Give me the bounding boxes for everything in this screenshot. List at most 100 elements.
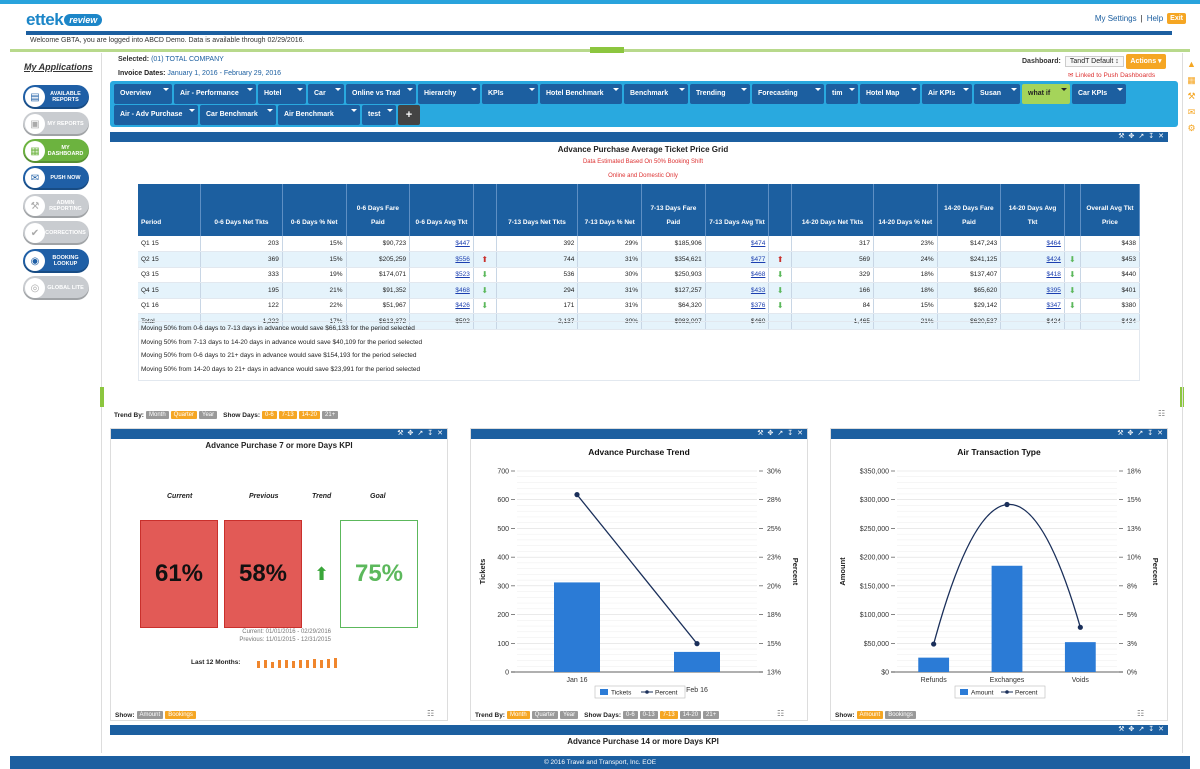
sidebar-collapse-tab[interactable] bbox=[100, 387, 104, 407]
tab-air-kpis[interactable]: Air KPIs bbox=[922, 84, 972, 104]
wrench-icon[interactable]: ⚒ bbox=[1187, 91, 1196, 101]
expand-icon[interactable]: ↗ bbox=[1138, 133, 1145, 140]
download-icon[interactable]: ↧ bbox=[1147, 430, 1154, 437]
avg-ticket-link[interactable]: $376 bbox=[705, 298, 770, 314]
tab-hotel-benchmark[interactable]: Hotel Benchmark bbox=[540, 84, 622, 104]
close-icon[interactable]: ✕ bbox=[797, 430, 803, 437]
avg-ticket-link[interactable]: $468 bbox=[705, 267, 770, 283]
show-days-option[interactable]: 7-13 bbox=[278, 411, 297, 419]
avg-ticket-link[interactable]: $468 bbox=[409, 282, 474, 299]
show-option-bookings[interactable]: Bookings bbox=[165, 711, 196, 719]
chart-view-icon[interactable]: ☷ bbox=[1158, 409, 1166, 418]
ettek-logo[interactable]: ettek review bbox=[26, 10, 103, 30]
tab-car-benchmark[interactable]: Car Benchmark bbox=[200, 105, 276, 125]
avg-ticket-link[interactable]: $447 bbox=[409, 236, 474, 252]
avg-ticket-link[interactable]: $395 bbox=[1000, 282, 1065, 299]
trend-by-month[interactable]: Month bbox=[506, 711, 530, 719]
expand-icon[interactable]: ↗ bbox=[417, 430, 424, 437]
move-icon[interactable]: ✥ bbox=[1127, 430, 1134, 437]
expand-icon[interactable]: ↗ bbox=[1138, 726, 1145, 733]
download-icon[interactable]: ↧ bbox=[427, 430, 434, 437]
sidebar-item-corrections[interactable]: ✔ CORRECTIONS bbox=[23, 221, 89, 245]
sidebar-item-available-reports[interactable]: ▤ AVAILABLE REPORTS bbox=[23, 85, 89, 109]
add-tab-button[interactable]: + bbox=[398, 105, 420, 125]
expand-icon[interactable]: ↗ bbox=[1137, 430, 1144, 437]
tab-what-if[interactable]: what if bbox=[1022, 84, 1070, 104]
bar-voids[interactable] bbox=[1064, 642, 1096, 672]
exit-button[interactable]: Exit bbox=[1167, 13, 1186, 24]
wrench-icon[interactable]: ⚒ bbox=[1117, 430, 1124, 437]
expand-icon[interactable]: ↗ bbox=[777, 430, 784, 437]
show-days-option[interactable]: 0-13 bbox=[639, 711, 658, 719]
trend-by-year[interactable]: Year bbox=[199, 411, 218, 419]
bar-exchanges[interactable] bbox=[991, 565, 1023, 672]
settings-icon[interactable]: ⚙ bbox=[1187, 123, 1196, 133]
wrench-icon[interactable]: ⚒ bbox=[1118, 133, 1125, 140]
show-option-bookings[interactable]: Bookings bbox=[885, 711, 916, 719]
my-settings-link[interactable]: My Settings bbox=[1094, 14, 1137, 23]
trend-by-year[interactable]: Year bbox=[560, 711, 579, 719]
avg-ticket-link[interactable]: $347 bbox=[1000, 298, 1065, 314]
calendar-icon[interactable]: ▦ bbox=[1187, 75, 1196, 85]
selected-value[interactable]: (01) TOTAL COMPANY bbox=[151, 56, 224, 63]
avg-ticket-link[interactable]: $474 bbox=[705, 236, 770, 252]
show-days-option[interactable]: 14-20 bbox=[298, 411, 321, 419]
show-days-option[interactable]: 21+ bbox=[703, 711, 720, 719]
tab-hierarchy[interactable]: Hierarchy bbox=[418, 84, 480, 104]
tab-test[interactable]: test bbox=[362, 105, 396, 125]
sidebar-item-admin-reporting[interactable]: ⚒ ADMIN REPORTING bbox=[23, 194, 89, 218]
avg-ticket-link[interactable]: $464 bbox=[1000, 236, 1065, 252]
show-option-amount[interactable]: Amount bbox=[136, 711, 164, 719]
wrench-icon[interactable]: ⚒ bbox=[397, 430, 404, 437]
percent-point[interactable] bbox=[1077, 624, 1083, 630]
show-days-option[interactable]: 0-6 bbox=[261, 411, 277, 419]
trend-by-quarter[interactable]: Quarter bbox=[170, 411, 198, 419]
close-icon[interactable]: ✕ bbox=[1158, 726, 1164, 733]
linked-push-link[interactable]: ✉ Linked to Push Dashboards bbox=[1068, 72, 1156, 79]
move-icon[interactable]: ✥ bbox=[767, 430, 774, 437]
sidebar-item-booking-lookup[interactable]: ◉ BOOKING LOOKUP bbox=[23, 249, 89, 273]
tab-car-kpis[interactable]: Car KPIs bbox=[1072, 84, 1126, 104]
help-link[interactable]: Help bbox=[1146, 14, 1164, 23]
download-icon[interactable]: ↧ bbox=[1148, 133, 1155, 140]
chart-view-icon[interactable]: ☷ bbox=[427, 709, 435, 718]
wrench-icon[interactable]: ⚒ bbox=[1118, 726, 1125, 733]
avg-ticket-link[interactable]: $426 bbox=[409, 298, 474, 314]
tab-air-benchmark[interactable]: Air Benchmark bbox=[278, 105, 360, 125]
show-days-option[interactable]: 14-20 bbox=[679, 711, 702, 719]
sidebar-item-my-reports[interactable]: ▣ MY REPORTS bbox=[23, 112, 89, 136]
dashboard-select[interactable]: TandT Default ↕ bbox=[1064, 56, 1124, 67]
avg-ticket-link[interactable]: $556 bbox=[409, 251, 474, 268]
download-icon[interactable]: ↧ bbox=[787, 430, 794, 437]
avg-ticket-link[interactable]: $433 bbox=[705, 282, 770, 299]
tab-car[interactable]: Car bbox=[308, 84, 344, 104]
bar-refunds[interactable] bbox=[918, 657, 950, 672]
avg-ticket-link[interactable]: $523 bbox=[409, 267, 474, 283]
share-icon[interactable]: ▲ bbox=[1187, 59, 1196, 69]
close-icon[interactable]: ✕ bbox=[1157, 430, 1163, 437]
percent-point[interactable] bbox=[574, 492, 580, 498]
sidebar-item-push-now[interactable]: ✉ PUSH NOW bbox=[23, 166, 89, 190]
percent-point[interactable] bbox=[1004, 501, 1010, 508]
sidebar-item-my-dashboard[interactable]: ▦ MY DASHBOARD bbox=[23, 139, 89, 163]
download-icon[interactable]: ↧ bbox=[1148, 726, 1155, 733]
bar-feb-16[interactable] bbox=[674, 651, 720, 672]
avg-ticket-link[interactable]: $424 bbox=[1000, 251, 1065, 268]
trend-by-month[interactable]: Month bbox=[145, 411, 169, 419]
tab-forecasting[interactable]: Forecasting bbox=[752, 84, 824, 104]
tab-hotel[interactable]: Hotel bbox=[258, 84, 306, 104]
move-icon[interactable]: ✥ bbox=[1128, 726, 1135, 733]
tab-susan[interactable]: Susan bbox=[974, 84, 1020, 104]
tab-air-adv-purchase[interactable]: Air - Adv Purchase bbox=[114, 105, 198, 125]
close-icon[interactable]: ✕ bbox=[437, 430, 443, 437]
tab-kpis[interactable]: KPIs bbox=[482, 84, 538, 104]
chart-view-icon[interactable]: ☷ bbox=[1137, 709, 1145, 718]
show-days-option[interactable]: 7-13 bbox=[659, 711, 678, 719]
actions-button[interactable]: Actions ▾ bbox=[1126, 54, 1166, 69]
move-icon[interactable]: ✥ bbox=[1128, 133, 1135, 140]
tab-trending[interactable]: Trending bbox=[690, 84, 750, 104]
tab-overview[interactable]: Overview bbox=[114, 84, 172, 104]
tab-air-performance[interactable]: Air - Performance bbox=[174, 84, 256, 104]
show-days-option[interactable]: 21+ bbox=[322, 411, 339, 419]
close-icon[interactable]: ✕ bbox=[1158, 133, 1164, 140]
